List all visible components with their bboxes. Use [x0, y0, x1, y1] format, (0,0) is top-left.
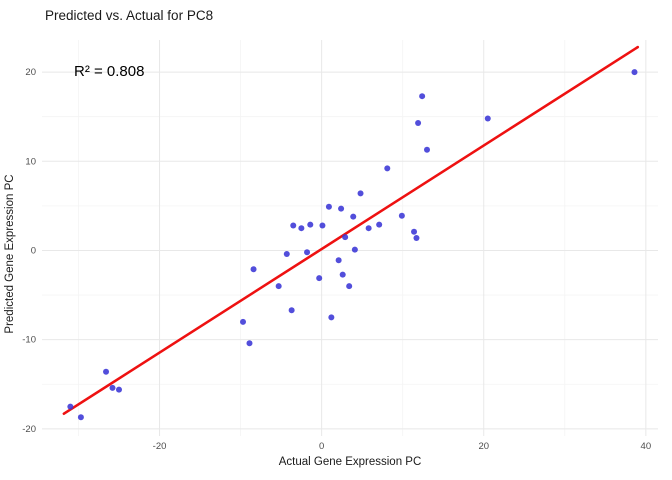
data-point	[290, 222, 297, 229]
data-point	[304, 249, 311, 256]
x-tick-label: -20	[153, 441, 167, 452]
data-point	[419, 93, 426, 100]
data-point	[376, 221, 383, 228]
regression-line	[62, 45, 640, 416]
x-tick-label: 40	[641, 441, 652, 452]
y-tick-label: -20	[22, 424, 36, 435]
data-point	[398, 212, 405, 219]
y-tick-label: 20	[25, 67, 36, 78]
data-point	[424, 146, 430, 153]
x-tick-label: 0	[319, 441, 324, 452]
x-axis-label: Actual Gene Expression PC	[278, 456, 422, 468]
data-point	[484, 115, 491, 122]
data-point	[298, 225, 305, 232]
y-tick-label: 0	[31, 245, 36, 256]
chart-title: Predicted vs. Actual for PC8	[45, 8, 214, 23]
data-point	[316, 275, 323, 282]
data-point	[103, 368, 110, 375]
data-point	[346, 283, 353, 290]
data-point	[288, 307, 295, 314]
y-tick-label: -10	[22, 335, 36, 346]
data-point	[384, 165, 391, 172]
y-axis-label: Predicted Gene Expression PC	[4, 174, 16, 334]
data-point	[631, 69, 638, 76]
data-point	[275, 283, 282, 290]
data-point	[338, 205, 345, 212]
data-point	[325, 203, 332, 210]
data-point	[415, 119, 422, 126]
data-point	[246, 340, 253, 347]
data-point	[342, 234, 349, 241]
data-point	[109, 384, 116, 391]
data-point	[250, 266, 257, 273]
data-point	[283, 251, 290, 258]
data-point	[357, 190, 364, 197]
data-point	[319, 222, 326, 229]
data-point	[77, 414, 84, 421]
data-point	[351, 246, 358, 253]
data-point	[350, 213, 357, 220]
r-squared-annotation: R² = 0.808	[74, 63, 145, 80]
data-point	[339, 271, 346, 278]
data-point	[365, 225, 372, 232]
data-point	[411, 228, 418, 235]
data-point	[335, 257, 342, 264]
data-point	[67, 403, 74, 410]
data-point	[116, 386, 122, 393]
data-point	[413, 235, 420, 241]
data-point	[240, 318, 247, 325]
x-tick-label: 20	[478, 441, 489, 452]
y-tick-label: 10	[25, 156, 36, 167]
data-point	[328, 314, 335, 321]
data-point	[307, 221, 314, 228]
